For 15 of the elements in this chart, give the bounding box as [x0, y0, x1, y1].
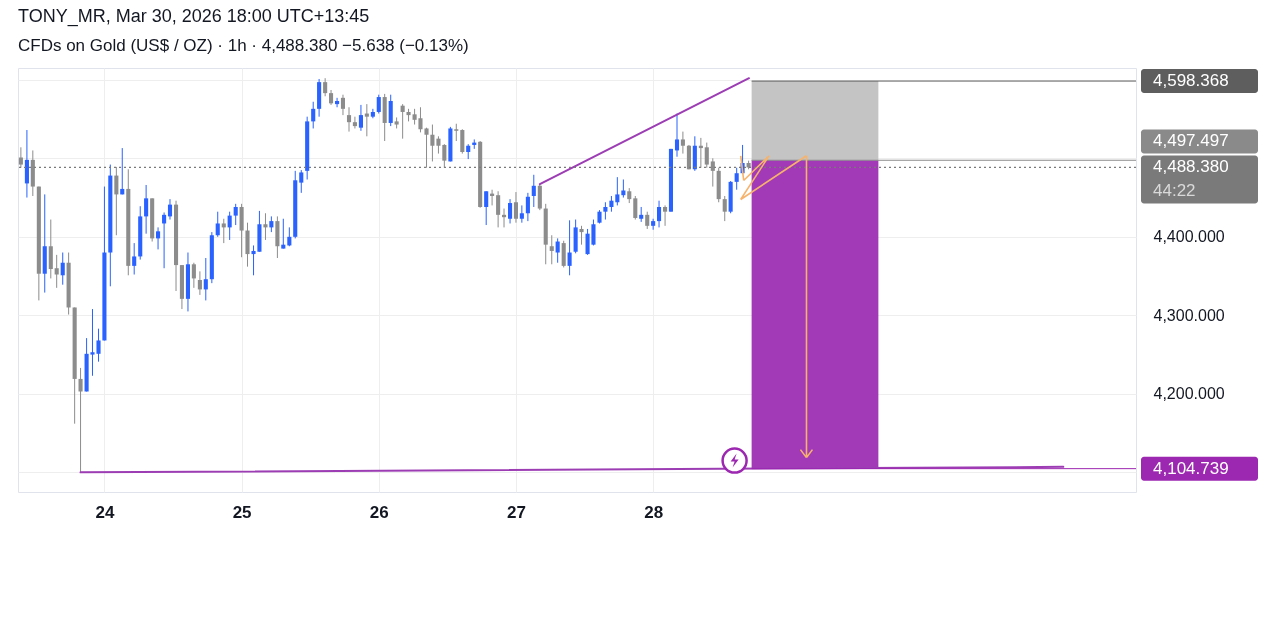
ref-line-label: 4,497.497: [1153, 131, 1229, 151]
x-tick-label: 28: [644, 502, 664, 522]
ref-line-label: 4,104.739: [1153, 458, 1229, 478]
chart-title: TONY_MR, Mar 30, 2026 18:00 UTC+13:45: [18, 6, 370, 27]
text: 44:22: [1153, 181, 1196, 201]
x-tick-label: 25: [232, 502, 252, 522]
x-tick-label: 26: [369, 502, 389, 522]
x-tick-label: 27: [506, 502, 526, 522]
y-tick-label: 4,400.000: [1153, 228, 1225, 246]
y-tick-label: 4,200.000: [1153, 385, 1225, 403]
chart-subtitle: CFDs on Gold (US$ / OZ) · 1h · 4,488.380 −5.638 (−0.13%): [18, 36, 469, 55]
ref-line-label: 4,488.380: [1153, 157, 1229, 177]
ref-line-label: 4,598.368: [1153, 71, 1229, 91]
y-tick-label: 4,300.000: [1153, 306, 1225, 324]
x-tick-label: 24: [95, 502, 115, 522]
